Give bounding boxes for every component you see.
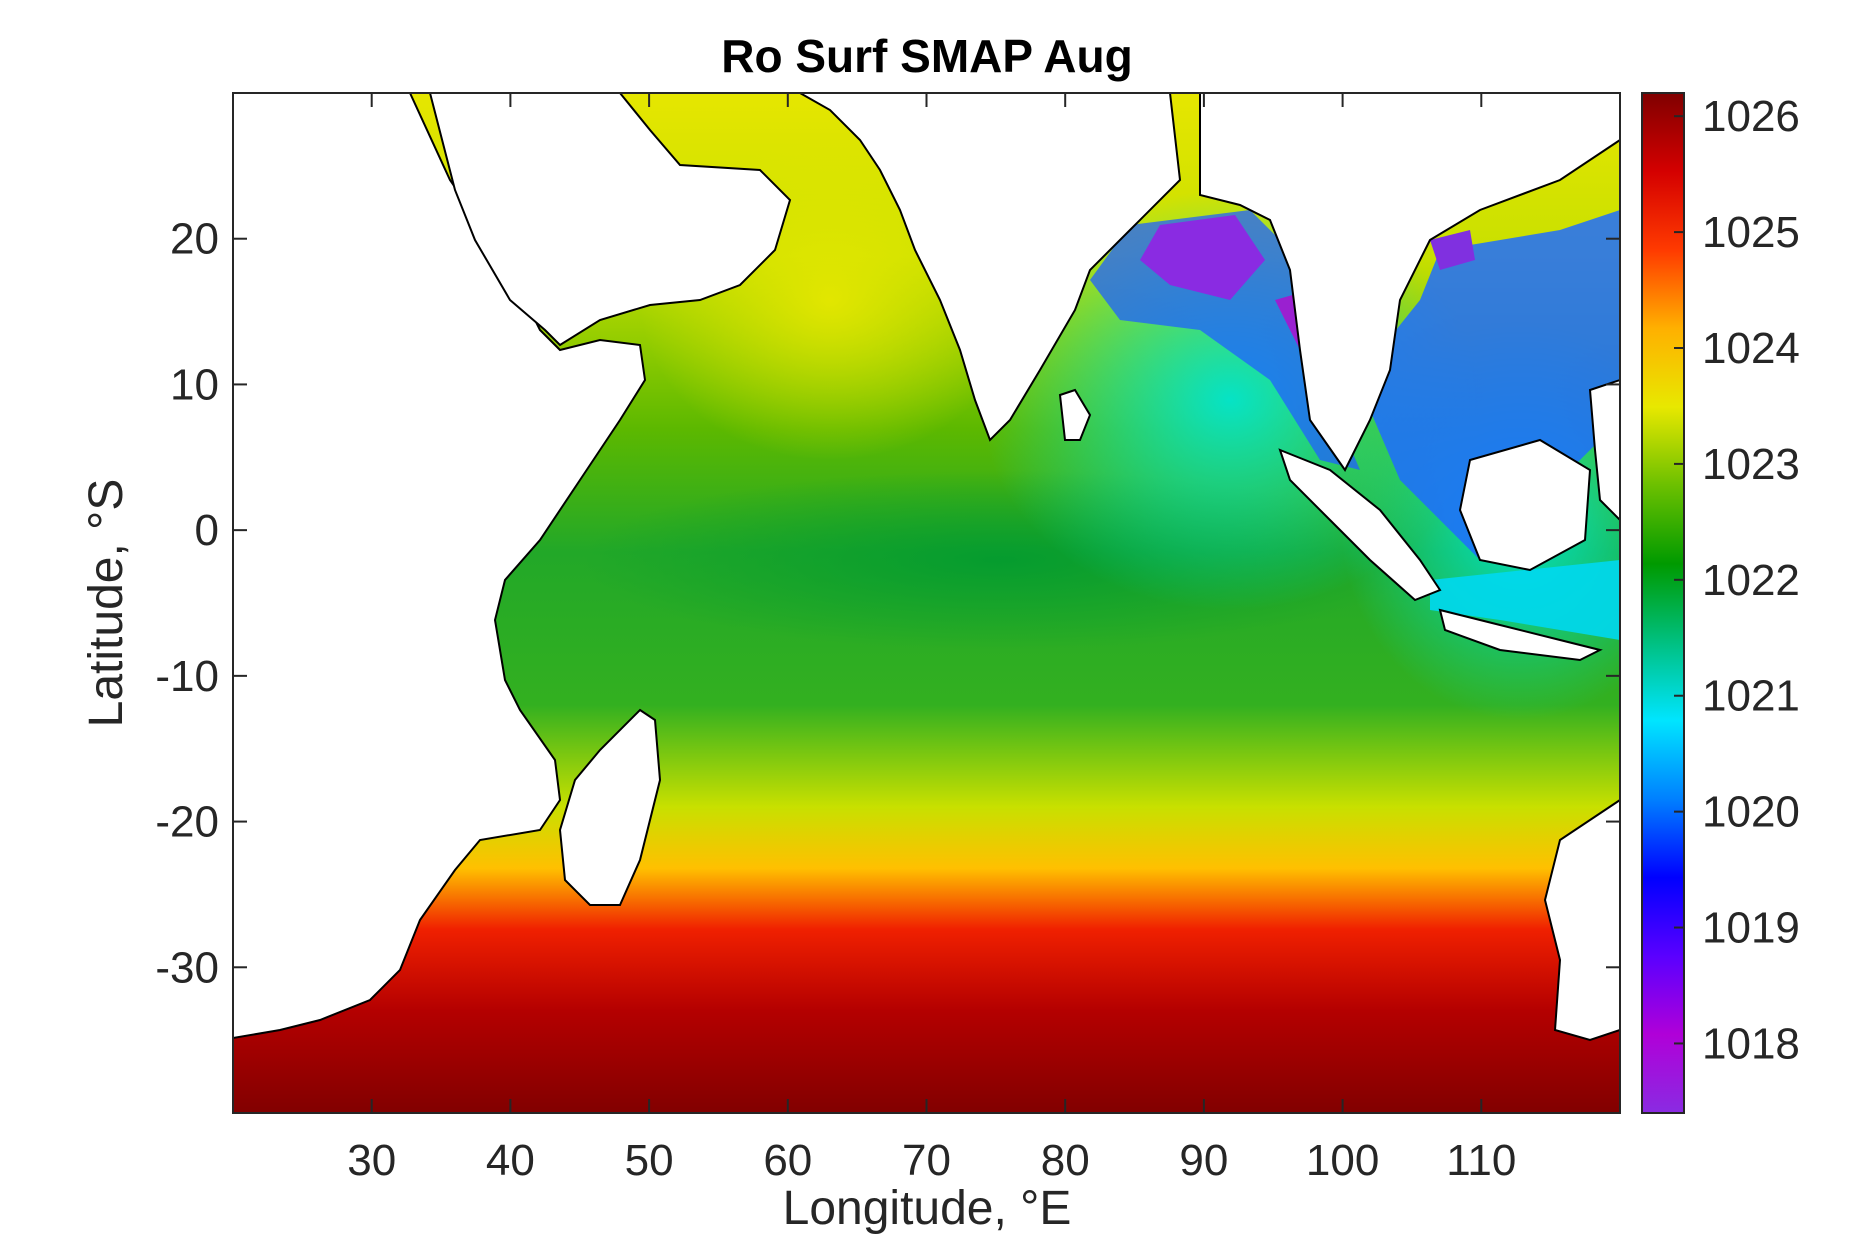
x-axis-label: Longitude, °E (783, 1182, 1072, 1235)
x-tick-label: 30 (347, 1136, 396, 1185)
colorbar-tick-label: 1023 (1702, 440, 1800, 489)
australia (1543, 798, 1620, 1042)
colorbar-tick-label: 1021 (1702, 672, 1800, 721)
x-tick-label: 110 (1446, 1136, 1516, 1185)
colorbar-tick-label: 1022 (1702, 556, 1800, 605)
sumatra (1278, 448, 1442, 602)
sri-lanka (1058, 388, 1092, 441)
x-ticks: 30 40 50 60 70 80 90 100 110 (347, 93, 1516, 1185)
y-tick-label: -10 (155, 652, 219, 701)
y-tick-label: -30 (155, 943, 219, 992)
x-tick-label: 100 (1306, 1136, 1379, 1185)
colorbar-tick-label: 1024 (1702, 324, 1800, 373)
y-tick-label: 10 (170, 360, 219, 409)
borneo (1458, 438, 1592, 572)
sulawesi (1588, 378, 1620, 522)
india (797, 93, 1182, 442)
arabian-peninsula (428, 93, 792, 347)
colorbar-tick-label: 1026 (1702, 92, 1800, 141)
colorbar-tick-label: 1020 (1702, 788, 1800, 837)
madagascar (558, 708, 662, 906)
x-tick-label: 40 (486, 1136, 535, 1185)
colorbar-tick-label: 1025 (1702, 208, 1800, 257)
map-field (233, 93, 1620, 1113)
y-axis-label: Latitude, °S (80, 479, 133, 728)
colorbar (1641, 92, 1685, 1114)
y-ticks: -30 -20 -10 0 10 20 (155, 215, 1620, 992)
java-sea (1430, 560, 1620, 640)
southeast-asia (1199, 93, 1620, 472)
gulf-of-thailand (1430, 230, 1475, 270)
chart-title: Ro Surf SMAP Aug (721, 30, 1132, 82)
x-tick-label: 70 (902, 1136, 951, 1185)
africa-landmass (233, 93, 647, 1040)
x-tick-label: 80 (1041, 1136, 1090, 1185)
bay-of-bengal-purple (1140, 215, 1265, 300)
java (1438, 608, 1603, 662)
y-tick-label: 20 (170, 215, 219, 264)
y-tick-label: 0 (195, 506, 219, 555)
colorbar-tick-label: 1019 (1702, 904, 1800, 953)
x-tick-label: 50 (625, 1136, 674, 1185)
y-tick-label: -20 (155, 798, 219, 847)
x-tick-label: 60 (763, 1136, 812, 1185)
x-tick-label: 90 (1179, 1136, 1228, 1185)
colorbar-tick-label: 1018 (1702, 1019, 1800, 1068)
land (233, 93, 1620, 1042)
colorbar-ticks: 1018 1019 1020 1021 1022 1023 1024 1025 1026 (1674, 92, 1800, 1068)
